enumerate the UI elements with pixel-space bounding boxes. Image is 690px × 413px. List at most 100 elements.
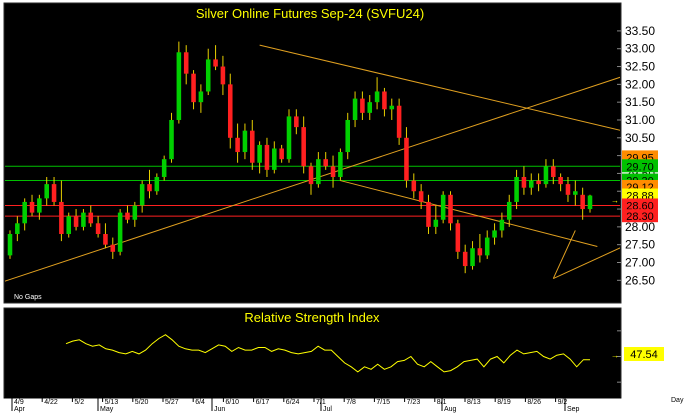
candle-body <box>29 201 35 213</box>
candle-body <box>308 166 314 185</box>
candle-body <box>360 98 365 113</box>
candle-body <box>565 184 571 195</box>
date-tick-label: 7/23 <box>407 399 421 406</box>
month-label: Sep <box>567 406 580 413</box>
candle-body <box>573 191 578 195</box>
candle-body <box>125 212 130 220</box>
candle-body <box>198 91 204 103</box>
candle-body <box>242 130 248 153</box>
candle-body <box>22 201 27 224</box>
candle-body <box>235 137 240 153</box>
date-tick-label: 5/27 <box>165 399 179 406</box>
candle-body <box>492 230 497 238</box>
candle-body <box>396 105 402 138</box>
month-label: May <box>100 406 114 413</box>
candle-body <box>389 105 395 110</box>
rsi-line <box>65 330 621 383</box>
trendlines <box>5 44 620 282</box>
candle-body <box>169 119 174 160</box>
rsi-panel <box>3 307 622 399</box>
last-price-arrow-icon: → <box>611 196 619 205</box>
candlesticks <box>7 41 593 274</box>
date-tick-label: 7/15 <box>376 399 390 406</box>
date-tick-label: 7/8 <box>346 399 356 406</box>
candle-body <box>587 195 593 210</box>
rsi-value-label: 47.54 <box>630 349 658 361</box>
candle-body <box>294 116 299 128</box>
trendline-3 <box>553 247 620 279</box>
rsi-title: Relative Strength Index <box>244 310 380 325</box>
date-tick-label: 5/20 <box>135 399 149 406</box>
price-badge <box>622 159 658 173</box>
candle-body <box>440 194 446 220</box>
candle-body <box>551 166 556 177</box>
candle-body <box>227 84 233 138</box>
price-badge <box>622 198 658 212</box>
trendline-1 <box>259 44 620 131</box>
rsi-arrow-icon: → <box>611 351 619 360</box>
candle-body <box>404 137 409 181</box>
candle-body <box>301 127 306 167</box>
candle-body <box>272 148 277 170</box>
price-panel <box>3 2 622 304</box>
candle-body <box>95 223 101 234</box>
candle-body <box>338 152 343 177</box>
date-tick-label: 8/26 <box>527 399 541 406</box>
month-label: Jul <box>323 406 332 413</box>
date-tick-label: 5/13 <box>105 399 119 406</box>
candle-body <box>345 119 350 153</box>
candle-body <box>117 212 123 252</box>
price-tick-label: 33.50 <box>625 24 655 38</box>
price-tick-label: 31.00 <box>625 113 655 127</box>
candle-body <box>183 52 189 74</box>
price-tick-label: 33.00 <box>625 42 655 56</box>
candle-body <box>484 237 490 256</box>
candle-body <box>367 102 373 113</box>
rsi-value-badge <box>624 347 664 361</box>
price-badge <box>622 209 658 223</box>
candle-body <box>7 233 13 256</box>
candle-body <box>374 91 380 103</box>
x-axis-label: Day <box>671 397 684 404</box>
date-axis: 4/9 4/22 5/2 5/13 5/20 5/27 6/4 6/10 6/17 6/24 7/1… <box>4 397 621 413</box>
candle-body <box>543 166 549 185</box>
candle-body <box>411 180 417 192</box>
candle-body <box>161 159 167 177</box>
date-tick-label: 6/4 <box>195 399 205 406</box>
candle-body <box>330 166 336 177</box>
candle-body <box>73 216 79 227</box>
candle-body <box>286 116 292 160</box>
candle-body <box>536 180 541 185</box>
candle-body <box>59 201 64 234</box>
price-tick-label: 27.00 <box>625 255 655 269</box>
price-badge-label: 28.30 <box>626 211 654 223</box>
candle-body <box>558 176 563 185</box>
candle-body <box>132 205 138 220</box>
candle-body <box>455 223 461 252</box>
candle-body <box>521 176 527 188</box>
date-tick-label: 8/13 <box>467 399 481 406</box>
candle-body <box>477 248 483 256</box>
candle-body <box>352 98 358 120</box>
candle-body <box>514 176 519 202</box>
date-tick-label: 5/2 <box>74 399 84 406</box>
candle-body <box>433 219 439 227</box>
candle-body <box>323 159 328 167</box>
candle-body <box>139 184 145 206</box>
candle-body <box>88 212 94 224</box>
candle-body <box>205 59 211 92</box>
month-label: Jun <box>214 406 225 413</box>
candle-body <box>176 52 182 120</box>
date-tick-label: 4/22 <box>44 399 58 406</box>
candle-body <box>191 73 196 103</box>
candle-body <box>499 219 505 231</box>
price-tick-label: 28.00 <box>625 220 655 234</box>
candle-body <box>448 194 453 224</box>
date-tick-label: 8/19 <box>497 399 511 406</box>
date-tick-label: 6/10 <box>225 399 239 406</box>
price-tick-label: 32.00 <box>625 77 655 91</box>
candle-body <box>470 248 475 267</box>
candle-body <box>220 66 226 85</box>
